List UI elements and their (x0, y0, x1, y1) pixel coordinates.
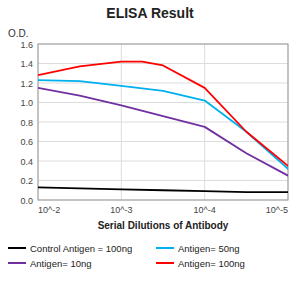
y-tick-label: 0.4 (20, 157, 33, 167)
y-tick-label: 0.0 (20, 196, 33, 206)
x-axis-label: Serial Dilutions of Antibody (98, 220, 229, 231)
y-tick-label: 1.2 (20, 79, 33, 89)
series-line (38, 187, 288, 192)
chart: ELISA Result O.D. 0.0 0.2 0.4 0.6 0.8 1.0 1.2 1.4… (0, 0, 300, 300)
y-grid-line (38, 83, 288, 84)
y-tick-label: 0.8 (20, 118, 33, 128)
y-tick-label: 1.4 (20, 59, 33, 69)
legend-label: Antigen= 10ng (30, 258, 92, 269)
y-grid-line (38, 180, 288, 181)
x-grid-line (204, 44, 205, 200)
legend-label: Antigen= 50ng (178, 243, 240, 254)
x-tick-label: 10^-3 (110, 205, 132, 215)
legend-swatch (8, 247, 26, 249)
y-grid-line (38, 63, 288, 64)
legend-label: Antigen= 100ng (178, 258, 245, 269)
y-tick-label: 0.6 (20, 137, 33, 147)
y-tick-label: 0.2 (20, 176, 33, 186)
series-line (38, 62, 288, 166)
plot-frame (38, 44, 288, 200)
legend: Control Antigen = 100ng Antigen= 10ng Anti… (8, 243, 245, 269)
legend-swatch (8, 262, 26, 264)
title: ELISA Result (106, 5, 194, 21)
y-grid-line (38, 161, 288, 162)
y-grid-line (38, 141, 288, 142)
y-tick-label: 1.6 (20, 40, 33, 50)
x-grid-line (121, 44, 122, 200)
legend-swatch (156, 247, 174, 249)
legend-label: Control Antigen = 100ng (30, 243, 132, 254)
x-tick-label: 10^-5 (266, 205, 288, 215)
series-line (38, 88, 288, 176)
lines (38, 62, 288, 193)
y-grid-line (38, 102, 288, 103)
y-grid-line (38, 122, 288, 123)
grid (38, 44, 288, 200)
y-tick-label: 1.0 (20, 98, 33, 108)
x-tick-label: 10^-4 (194, 205, 216, 215)
x-tick-label: 10^-2 (38, 205, 60, 215)
y-axis-label: O.D. (8, 28, 29, 39)
series-line (38, 80, 288, 169)
chart-container: ELISA Result O.D. 0.0 0.2 0.4 0.6 0.8 1.0 1.2 1.4… (0, 0, 300, 300)
legend-swatch (156, 262, 174, 264)
